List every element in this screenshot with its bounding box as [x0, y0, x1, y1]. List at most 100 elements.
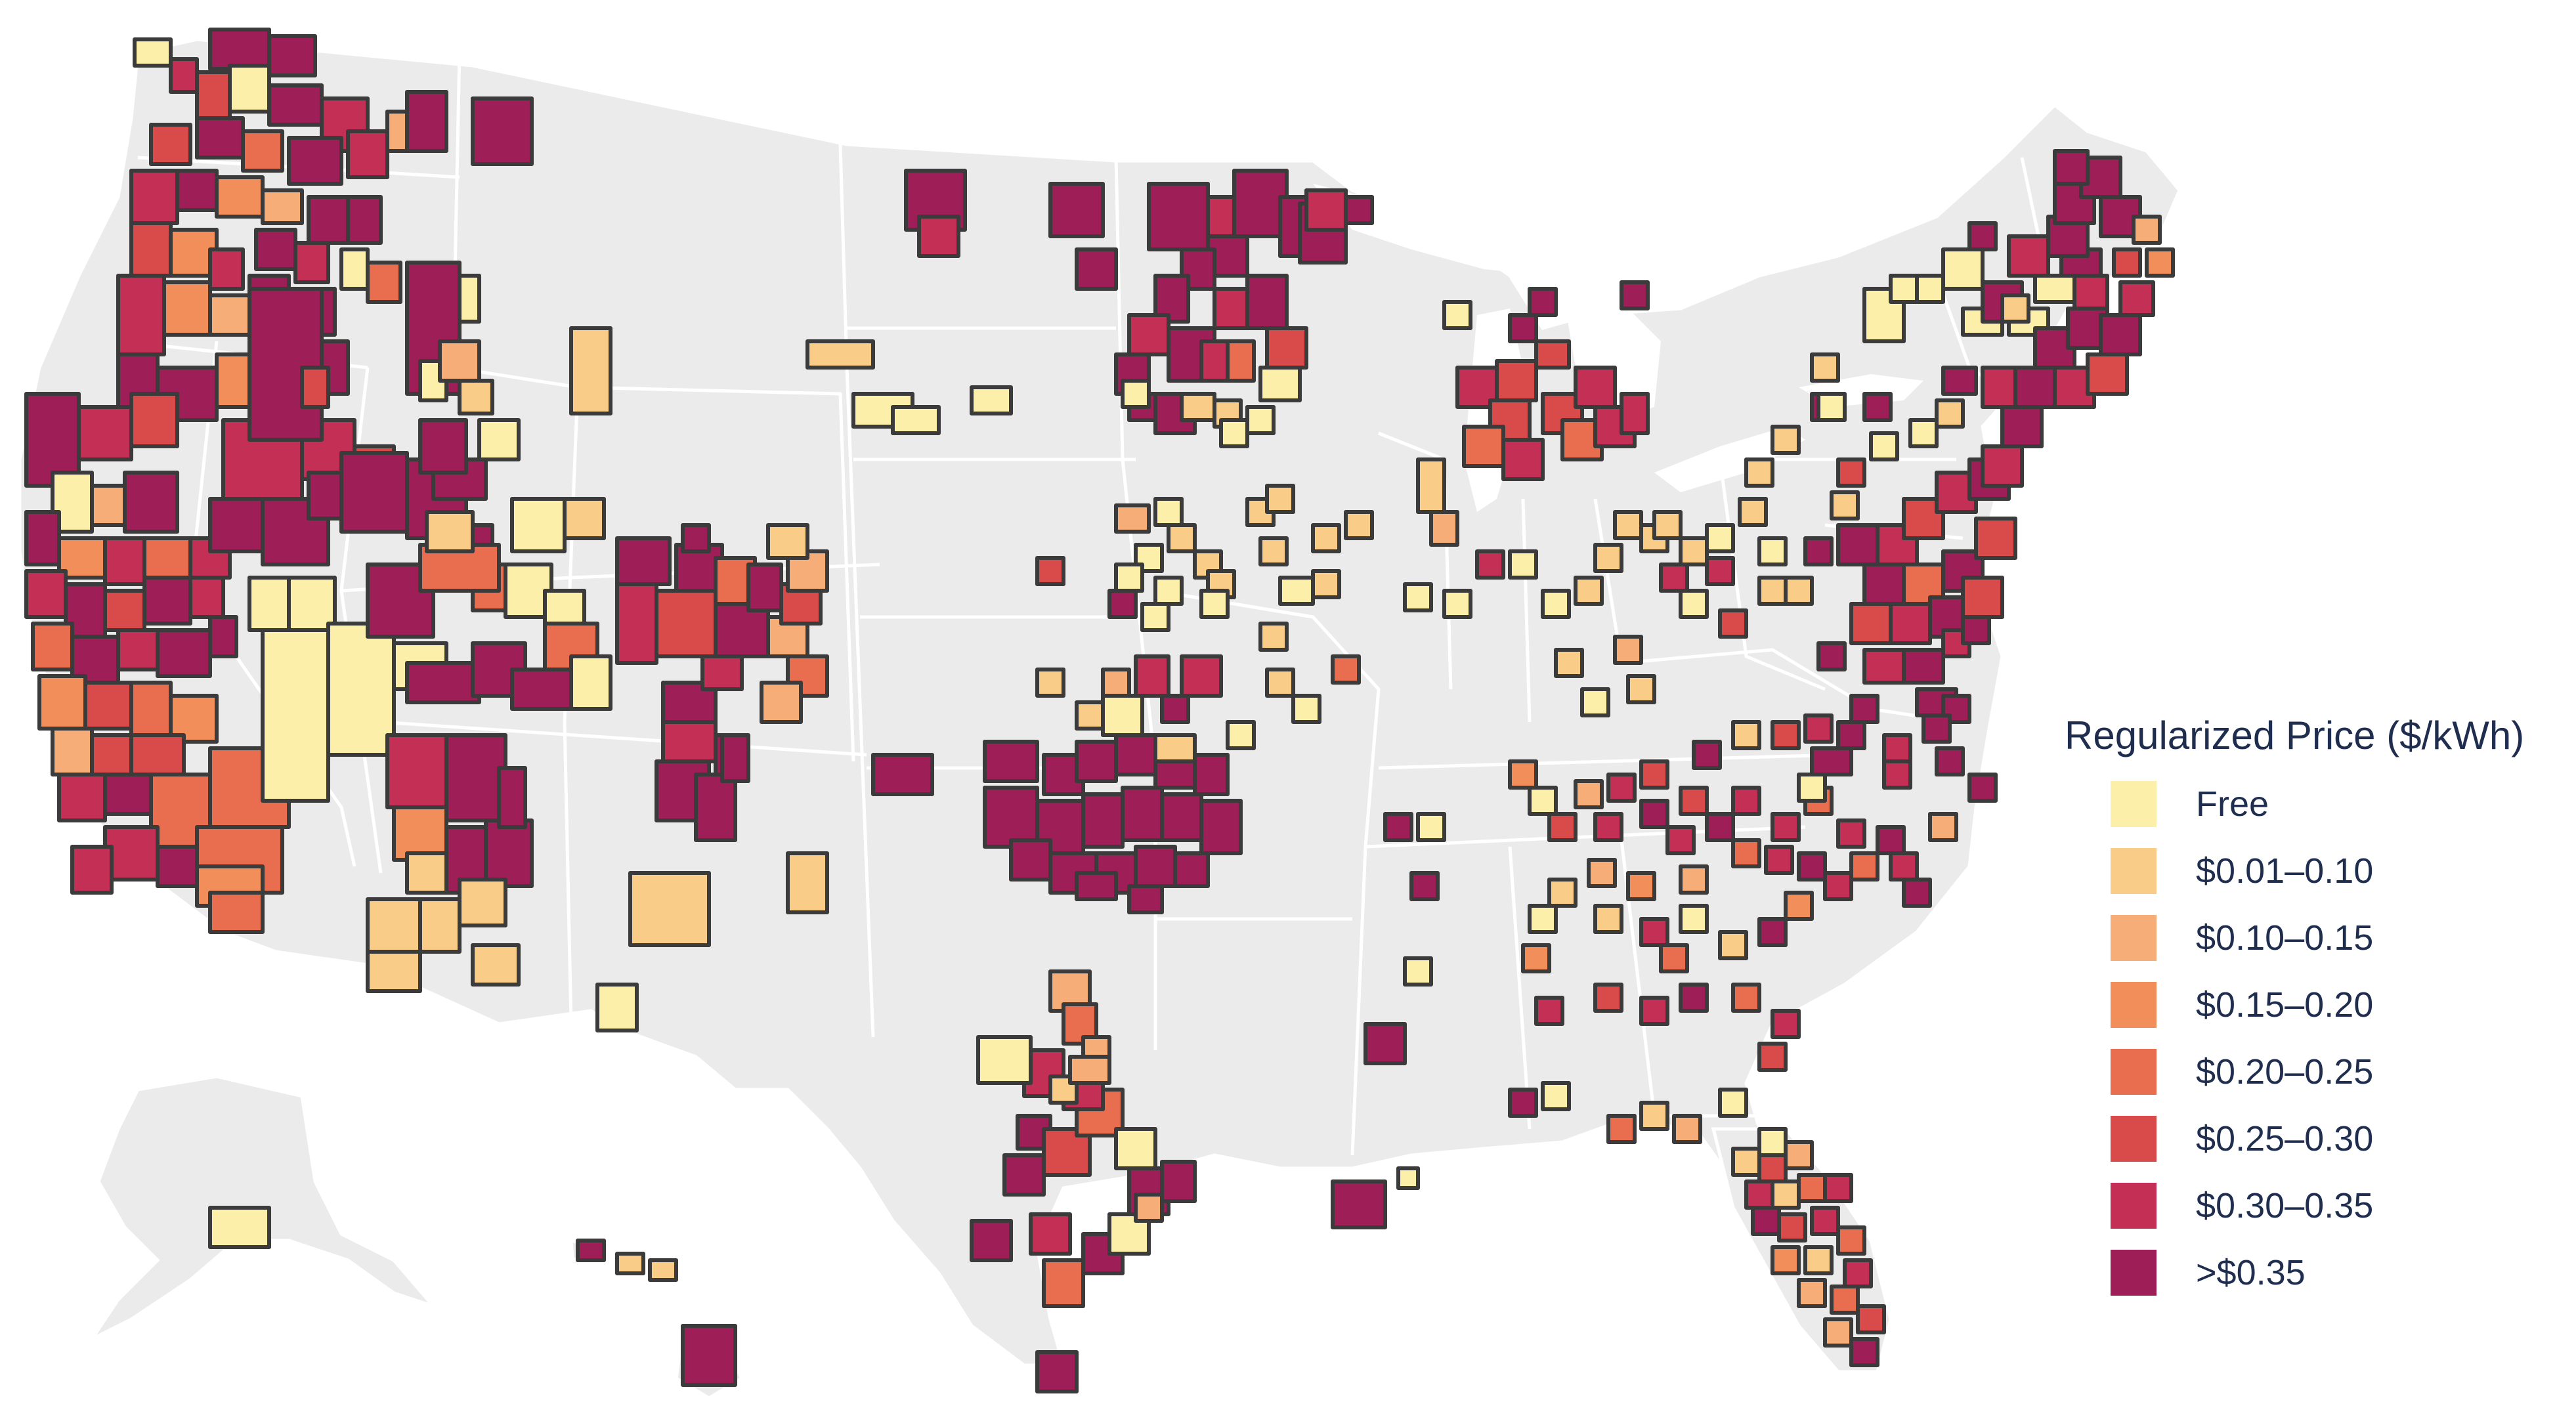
price-region [1718, 608, 1748, 639]
price-region [1226, 720, 1256, 750]
legend-label: $0.01–0.10 [2196, 851, 2374, 891]
price-region [208, 247, 245, 291]
price-region [1035, 556, 1065, 586]
price-region [162, 280, 212, 337]
price-region [1830, 1285, 1860, 1315]
price-region [169, 57, 199, 94]
price-region [300, 366, 330, 409]
price-region [103, 589, 146, 632]
price-region [1547, 878, 1578, 908]
price-region [208, 891, 265, 934]
price-region [1029, 1212, 1072, 1256]
price-region [2072, 274, 2109, 310]
price-region [1915, 274, 1945, 304]
price-region [2145, 247, 2175, 278]
price-region [1862, 648, 1906, 685]
price-region [1836, 818, 1866, 849]
price-region [1219, 418, 1249, 448]
price-region [2086, 352, 2129, 396]
legend-label: $0.20–0.25 [2196, 1052, 2374, 1092]
price-region [1140, 602, 1170, 632]
price-region [1048, 182, 1105, 238]
price-region [1757, 1127, 1788, 1157]
price-region [477, 418, 521, 461]
price-region [1180, 654, 1223, 698]
price-region [1606, 773, 1637, 803]
price-region [1810, 352, 1840, 383]
price-region [1679, 536, 1709, 566]
price-region [970, 1219, 1013, 1262]
price-region [1902, 878, 1932, 908]
price-region [1941, 247, 1985, 291]
price-region [484, 818, 534, 888]
price-region [681, 523, 711, 553]
price-region [1771, 720, 1801, 750]
price-region [1935, 746, 1965, 776]
price-region [208, 1206, 271, 1249]
price-region [1475, 549, 1505, 580]
price-region [563, 497, 606, 540]
price-region [1849, 851, 1879, 881]
price-region [1771, 425, 1801, 455]
price-region [1160, 792, 1203, 842]
price-region [681, 1324, 737, 1387]
price-region [1048, 1074, 1079, 1105]
price-region [1541, 589, 1571, 619]
price-region [1180, 392, 1216, 422]
legend-swatch [2111, 1049, 2157, 1095]
price-region [2013, 366, 2057, 409]
price-region [1803, 536, 1834, 566]
price-region [576, 1239, 606, 1262]
price-region [1764, 845, 1794, 875]
price-region [1508, 759, 1538, 790]
legend-title: Regularized Price ($/kWh) [2065, 713, 2525, 757]
price-region [1495, 359, 1538, 402]
legend-label: $0.10–0.15 [2196, 918, 2374, 958]
price-region [1620, 280, 1650, 310]
legend-label: $0.15–0.20 [2196, 985, 2374, 1025]
price-region [1311, 569, 1341, 599]
price-region [1160, 694, 1190, 724]
price-region [1363, 1022, 1407, 1065]
price-region [1902, 648, 1945, 685]
price-region [1127, 884, 1164, 914]
price-region [1843, 1258, 1873, 1288]
price-region [1816, 641, 1847, 671]
price-region [569, 326, 612, 415]
price-region [1278, 576, 1315, 606]
price-region [241, 129, 284, 173]
legend-swatch [2111, 1250, 2157, 1296]
price-region [103, 536, 146, 586]
price-region [1508, 313, 1538, 343]
price-region [471, 943, 521, 987]
price-region [156, 628, 212, 678]
price-region [891, 405, 941, 435]
price-region [497, 766, 527, 829]
price-region [77, 405, 133, 461]
price-region [1836, 720, 1866, 750]
price-region [24, 510, 61, 566]
price-region [1941, 366, 1978, 396]
price-region [1121, 786, 1164, 842]
price-region [247, 287, 324, 442]
price-region [1679, 786, 1709, 816]
price-region [37, 674, 87, 731]
price-region [766, 523, 809, 560]
price-region [267, 83, 324, 127]
price-region [1626, 674, 1656, 704]
price-region [2007, 234, 2050, 278]
price-region [195, 116, 245, 159]
price-region [1606, 1114, 1637, 1144]
price-region [1134, 654, 1170, 698]
price-region [1639, 1101, 1669, 1131]
price-region [208, 615, 238, 658]
price-region [1823, 871, 1853, 901]
price-region [1810, 746, 1853, 776]
price-region [1797, 1173, 1827, 1203]
legend-swatch [2111, 781, 2157, 827]
price-region [1534, 996, 1564, 1026]
price-region [1101, 668, 1131, 698]
price-region [1075, 247, 1118, 291]
price-region [1291, 694, 1321, 724]
price-region [1935, 398, 1965, 429]
